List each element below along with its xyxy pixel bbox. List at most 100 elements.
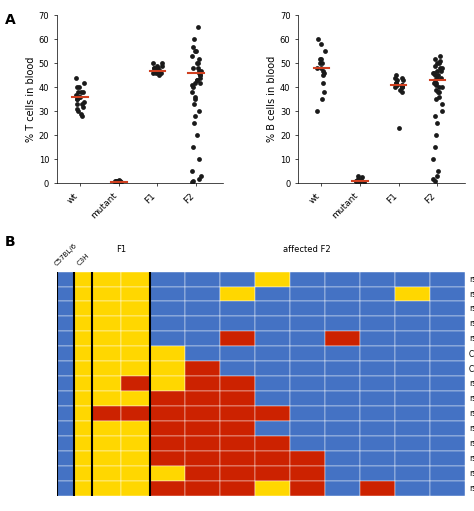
Bar — [429, 331, 465, 346]
Bar — [325, 421, 360, 436]
Point — [316, 55, 324, 63]
Point — [355, 174, 362, 182]
Bar — [74, 301, 92, 316]
Bar — [185, 316, 220, 331]
Bar — [429, 287, 465, 301]
Bar — [325, 481, 360, 496]
Bar — [255, 391, 290, 406]
Bar — [185, 376, 220, 391]
Point — [73, 95, 81, 103]
Bar — [220, 272, 255, 287]
Bar — [57, 421, 74, 436]
Point — [151, 66, 158, 75]
Bar — [92, 451, 121, 466]
Bar — [92, 272, 121, 287]
Point — [429, 174, 437, 182]
Point — [433, 74, 440, 82]
Bar — [360, 466, 395, 481]
Bar — [121, 406, 150, 421]
Point — [429, 155, 437, 164]
Bar — [121, 316, 150, 331]
Bar — [220, 451, 255, 466]
Bar — [290, 451, 325, 466]
Text: rs13476490: rs13476490 — [469, 305, 474, 313]
Point — [434, 88, 441, 96]
Bar — [290, 406, 325, 421]
Point — [192, 47, 200, 55]
Bar — [220, 406, 255, 421]
Bar — [220, 331, 255, 346]
Bar — [74, 287, 92, 301]
Text: B: B — [5, 235, 15, 249]
Point — [116, 178, 123, 186]
Bar — [429, 361, 465, 376]
Bar — [57, 436, 74, 451]
Text: affected F2: affected F2 — [283, 245, 331, 253]
Bar — [395, 301, 429, 316]
Point — [191, 47, 199, 55]
Bar — [325, 361, 360, 376]
Bar — [220, 376, 255, 391]
Point — [432, 95, 440, 103]
Bar — [325, 406, 360, 421]
Point — [154, 62, 161, 70]
Bar — [57, 391, 74, 406]
Text: CEL-2_98216543: CEL-2_98216543 — [469, 364, 474, 373]
Bar — [220, 316, 255, 331]
Bar — [150, 376, 185, 391]
Bar — [255, 481, 290, 496]
Point — [196, 74, 204, 82]
Point — [193, 131, 201, 140]
Bar — [92, 331, 121, 346]
Point — [118, 178, 125, 187]
Bar — [57, 361, 74, 376]
Bar — [395, 331, 429, 346]
Bar — [92, 421, 121, 436]
Bar — [360, 391, 395, 406]
Point — [319, 66, 327, 75]
Point — [432, 79, 440, 87]
Point — [438, 100, 446, 108]
Point — [432, 86, 439, 94]
Bar — [121, 466, 150, 481]
Point — [195, 66, 203, 75]
Point — [152, 66, 159, 75]
Point — [317, 55, 325, 63]
Bar — [220, 346, 255, 361]
Point — [435, 88, 442, 96]
Bar — [185, 436, 220, 451]
Point — [73, 100, 81, 108]
Bar — [429, 376, 465, 391]
Point — [155, 64, 162, 72]
Bar — [395, 466, 429, 481]
Bar — [395, 391, 429, 406]
Bar — [360, 287, 395, 301]
Point — [435, 83, 442, 91]
Point — [191, 95, 199, 103]
Point — [319, 71, 327, 79]
Bar — [150, 451, 185, 466]
Point — [314, 35, 322, 43]
Point — [194, 23, 201, 31]
Bar — [290, 301, 325, 316]
Bar — [57, 406, 74, 421]
Bar — [150, 272, 185, 287]
Bar — [150, 436, 185, 451]
Point — [81, 79, 88, 87]
Bar — [92, 376, 121, 391]
Point — [158, 59, 165, 67]
Point — [195, 155, 203, 164]
Point — [430, 69, 438, 77]
Point — [359, 173, 366, 181]
Point — [434, 71, 441, 79]
Point — [81, 98, 88, 106]
Text: rs3658729: rs3658729 — [469, 379, 474, 388]
Bar — [360, 436, 395, 451]
Bar — [255, 466, 290, 481]
Point — [116, 177, 124, 185]
Point — [438, 74, 445, 82]
Bar — [92, 301, 121, 316]
Bar — [74, 451, 92, 466]
Point — [319, 79, 327, 87]
Bar — [57, 451, 74, 466]
